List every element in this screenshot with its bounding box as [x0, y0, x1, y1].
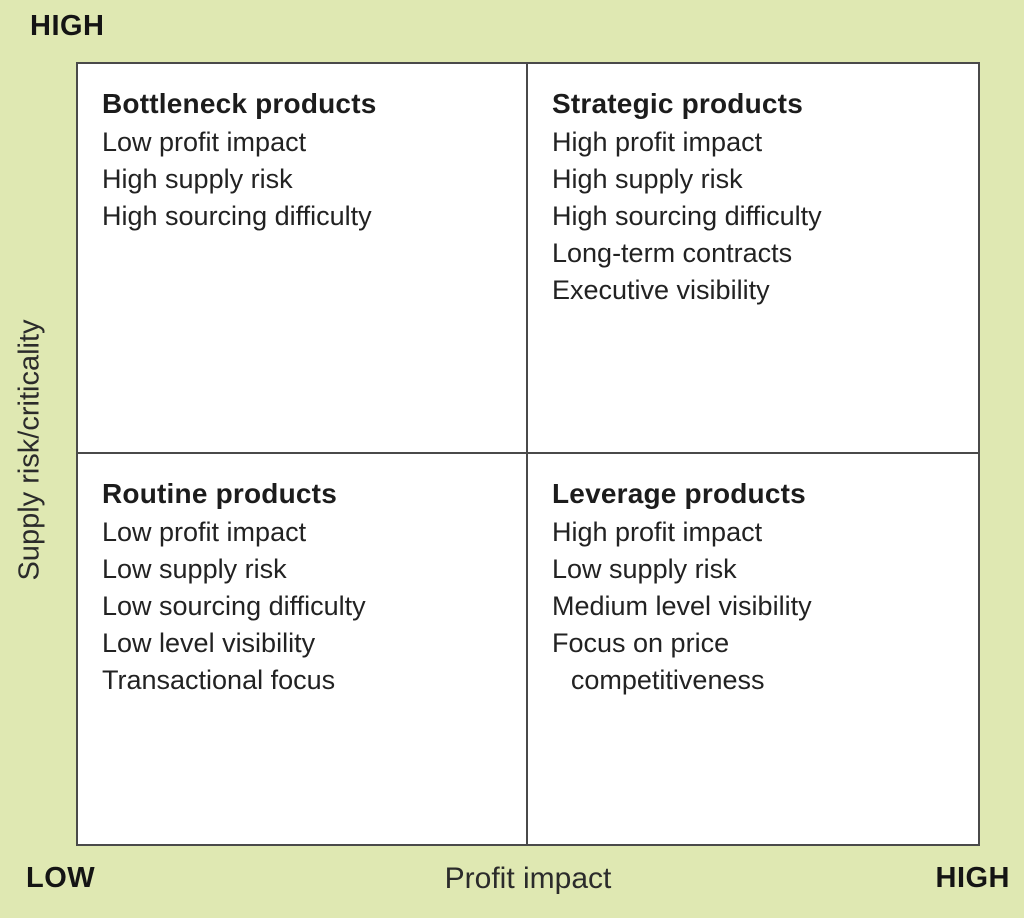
quadrant-item: Medium level visibility [552, 591, 812, 621]
quadrant-item: Focus on price competitiveness [552, 628, 765, 695]
quadrant-item: Low supply risk [102, 554, 287, 584]
quadrant-bottleneck: Bottleneck products Low profit impact Hi… [78, 64, 528, 454]
x-axis-title: Profit impact [444, 862, 612, 895]
x-axis-high-label: HIGH [935, 862, 1010, 894]
quadrant-routine: Routine products Low profit impact Low s… [78, 454, 528, 844]
quadrant-strategic: Strategic products High profit impact Hi… [528, 64, 978, 454]
quadrant-title: Strategic products [552, 88, 803, 119]
quadrant-leverage: Leverage products High profit impact Low… [528, 454, 978, 844]
quadrant-item: Low profit impact [102, 127, 307, 157]
quadrant-item: Executive visibility [552, 275, 770, 305]
quadrant-item: Low level visibility [102, 628, 316, 658]
quadrant-title: Leverage products [552, 478, 806, 509]
quadrant-item: High profit impact [552, 127, 763, 157]
quadrant-item: Transactional focus [102, 665, 336, 695]
y-axis-high-label: HIGH [30, 10, 105, 42]
quadrant-item: High sourcing difficulty [102, 201, 372, 231]
quadrant-title: Bottleneck products [102, 88, 377, 119]
quadrant-item: Long-term contracts [552, 238, 793, 268]
quadrant-item: Low supply risk [552, 554, 737, 584]
y-axis-title: Supply risk/criticality [13, 319, 46, 581]
quadrant-item: Low sourcing difficulty [102, 591, 366, 621]
quadrant-item: Low profit impact [102, 517, 307, 547]
matrix-grid: Bottleneck products Low profit impact Hi… [76, 62, 980, 846]
quadrant-item: High profit impact [552, 517, 763, 547]
quadrant-item: High supply risk [552, 164, 743, 194]
quadrant-item: High sourcing difficulty [552, 201, 822, 231]
quadrant-item: High supply risk [102, 164, 293, 194]
y-axis-low-label: LOW [26, 862, 96, 894]
quadrant-title: Routine products [102, 478, 337, 509]
